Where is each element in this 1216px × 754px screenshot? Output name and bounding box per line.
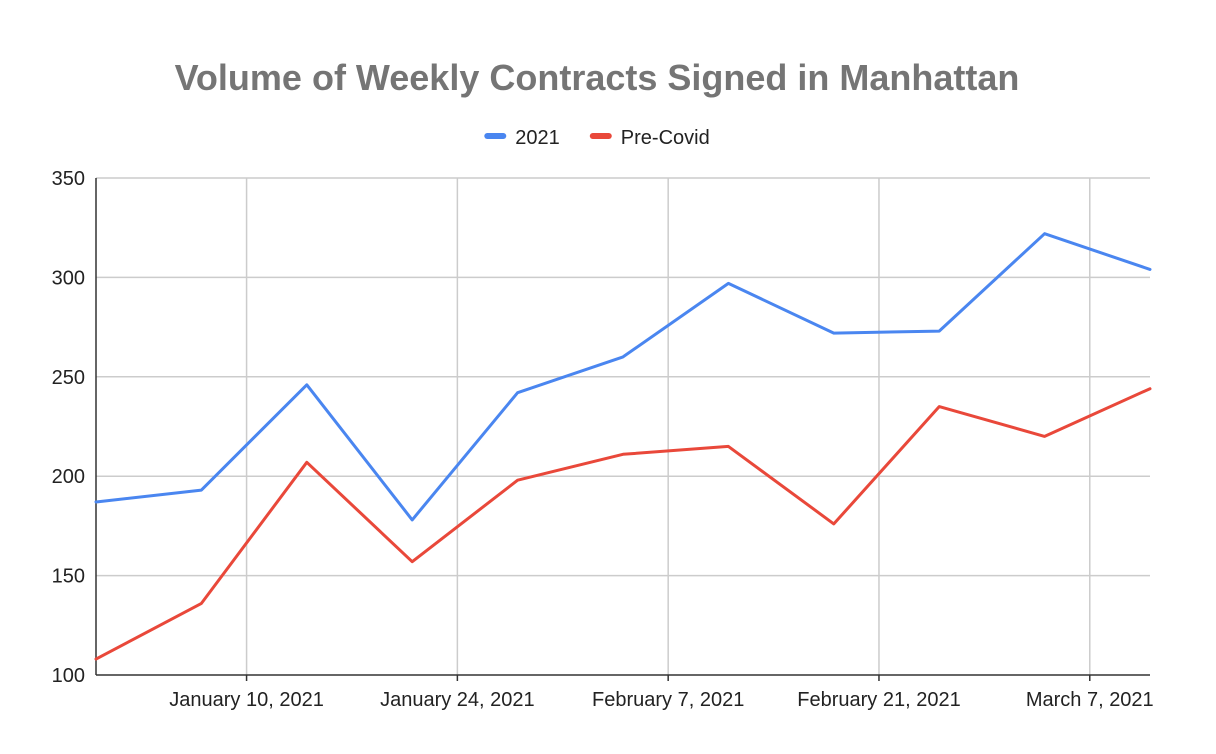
axes	[95, 178, 1150, 676]
x-tick-label: February 21, 2021	[797, 689, 960, 711]
y-tick-label: 200	[52, 466, 85, 488]
series-lines	[94, 232, 1152, 661]
legend-label: 2021	[515, 127, 560, 149]
x-tick-label: March 7, 2021	[1026, 689, 1154, 711]
legend-item-pre-covid: Pre-Covid	[589, 127, 710, 149]
x-gridlines	[245, 178, 1091, 675]
y-tick-label: 350	[52, 168, 85, 190]
y-tick-label: 150	[52, 566, 85, 588]
legend-swatch	[484, 133, 507, 139]
series-line-2021	[94, 232, 1152, 522]
series-line-pre-covid	[94, 387, 1152, 661]
x-tick-label: January 24, 2021	[380, 689, 535, 711]
x-axis-ticks: January 10, 2021 January 24, 2021 February…	[169, 675, 1154, 711]
y-tick-label: 250	[52, 367, 85, 389]
legend-swatch	[589, 133, 612, 139]
y-axis-ticks: 100 150 200 250 300 350	[52, 168, 85, 687]
y-tick-label: 100	[52, 665, 85, 687]
legend-label: Pre-Covid	[621, 127, 710, 149]
legend-item-2021: 2021	[484, 127, 560, 149]
y-tick-label: 300	[52, 267, 85, 289]
x-tick-label: January 10, 2021	[169, 689, 324, 711]
y-gridlines	[96, 177, 1150, 577]
x-tick-label: February 7, 2021	[592, 689, 744, 711]
legend: 2021 Pre-Covid	[484, 127, 710, 149]
chart-title: Volume of Weekly Contracts Signed in Man…	[175, 57, 1020, 98]
